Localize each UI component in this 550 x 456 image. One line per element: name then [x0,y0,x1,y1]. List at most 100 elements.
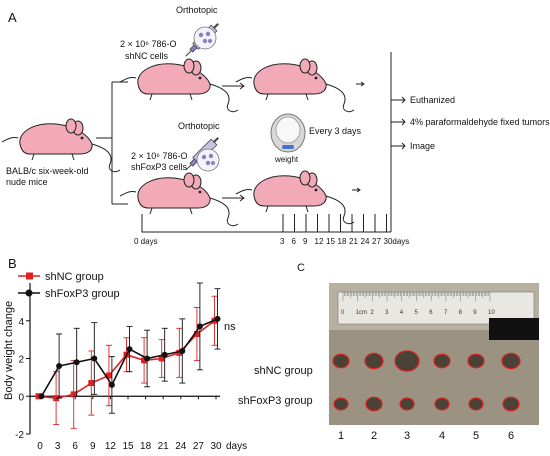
top-dose-label: 2 × 10⁶ 786-O [120,39,177,49]
top-cells-label: shNC cells [125,51,169,61]
ruler-label: 10 [488,310,495,316]
legend-label: shFoxP3 group [45,288,120,300]
y-axis-label: Body weight change [3,301,15,400]
sample-numbers: 1 2 3 4 5 6 [338,430,514,442]
panel-a-label: A [8,10,17,25]
data-point [70,391,77,398]
tumor-sample [365,396,383,412]
sample-number: 2 [371,430,377,442]
timeline-tick-label: 15 [326,237,335,246]
tumor-sample [434,397,450,411]
mouse-top-1-icon [119,58,239,113]
outcome-fixed: 4% paraformaldehyde fixed tumors [410,117,550,127]
timeline-tick-label: 30days [384,237,410,246]
weight-scale-icon [270,113,306,153]
x-tick-label: 9 [90,441,96,452]
data-point [91,355,98,362]
ruler-label: 3 [385,310,389,316]
data-point [176,349,183,356]
outcome-euthanized: Euthanized [410,95,455,105]
every-3-days-label: Every 3 days [309,126,362,136]
bottom-cells-label: shFoxP3 cells [131,162,188,172]
tumor-sample [433,353,451,369]
data-point [161,351,168,358]
timeline-tick-label: 21 [349,237,358,246]
row-shnc-label: shNC group [254,365,313,377]
x-tick-label: 21 [158,441,170,452]
ruler-label: 0 [341,310,345,316]
data-point [38,393,45,400]
top-orthotopic-label: Orthotopic [176,5,218,15]
ruler-label: 4 [400,310,404,316]
tumor-sample [364,352,384,370]
sample-number: 6 [508,430,514,442]
mouse-top-2-icon [235,58,355,113]
timeline-tick-label: 3 [280,237,285,246]
arrow-top-1 [222,82,245,90]
panel-c: C 0 1cm 2 3 4 5 6 7 8 9 10 shNC group shFoxP3 grou… [238,262,539,442]
timeline-tick-label: 9 [303,237,308,246]
data-point [88,380,95,387]
x-tick-label: 3 [55,441,61,452]
x-tick-label: 15 [122,441,134,452]
x-tick-label: 24 [175,441,187,452]
cell-dish-top-icon [193,26,217,50]
data-point [126,346,133,353]
cell-dish-bottom-icon [196,148,220,172]
ruler-label: 5 [415,310,419,316]
legend-label: shNC group [45,271,104,283]
tumor-samples [332,350,521,412]
data-point [196,323,203,330]
tumor-sample [502,396,520,412]
timeline-tick-label: 6 [292,237,297,246]
timeline-tick-label: 18 [338,237,347,246]
ruler-label: 7 [444,310,448,316]
branch-lines [96,81,128,205]
bottom-orthotopic-label: Orthotopic [178,121,220,131]
row-shfoxp3-label: shFoxP3 group [238,395,313,407]
mouse-bottom-1-icon [119,172,239,227]
x-tick-label: 6 [72,441,78,452]
data-point [105,372,112,379]
data-point [56,363,63,370]
ns-annotation: ns [224,321,236,333]
x-tick-label: 30 [210,441,222,452]
data-point [158,355,165,362]
timeline-tick-label: 24 [361,237,370,246]
y-tick-label: 2 [18,355,24,366]
tumor-sample [332,353,350,369]
y-tick-label: 4 [18,317,24,328]
mice-line2: nude mice [6,177,48,187]
y-tick-label: 0 [18,392,24,403]
timeline-tick-label: 12 [315,237,324,246]
x-axis-label: days [226,441,247,452]
ruler-label: 8 [459,310,463,316]
data-point [193,330,200,337]
sample-number: 5 [473,430,479,442]
panel-b-label: B [8,256,17,271]
x-tick-label: 18 [140,441,152,452]
sample-number: 4 [439,430,445,442]
legend-marker [26,272,33,280]
x-tick-label: 12 [105,441,117,452]
x-tick-label: 0 [37,441,43,452]
data-point [141,357,148,364]
data-point [179,347,186,354]
ruler-label: 6 [429,310,433,316]
tumor-sample [501,352,521,370]
timeline-tick-label: 27 [372,237,381,246]
data-point [73,359,80,366]
sample-number: 3 [404,430,410,442]
tumor-sample [399,397,415,411]
legend-marker [25,289,33,297]
weight-label: weight [274,155,299,164]
x-tick-label: 27 [193,441,205,452]
arrow-bottom-1 [222,194,245,202]
tumor-sample [394,350,420,372]
timeline-ticks: 3 6 9 12 15 18 21 24 27 30days [280,214,409,246]
ruler-label: 9 [473,310,477,316]
data-point [214,315,221,322]
y-tick-label: -2 [15,430,24,441]
